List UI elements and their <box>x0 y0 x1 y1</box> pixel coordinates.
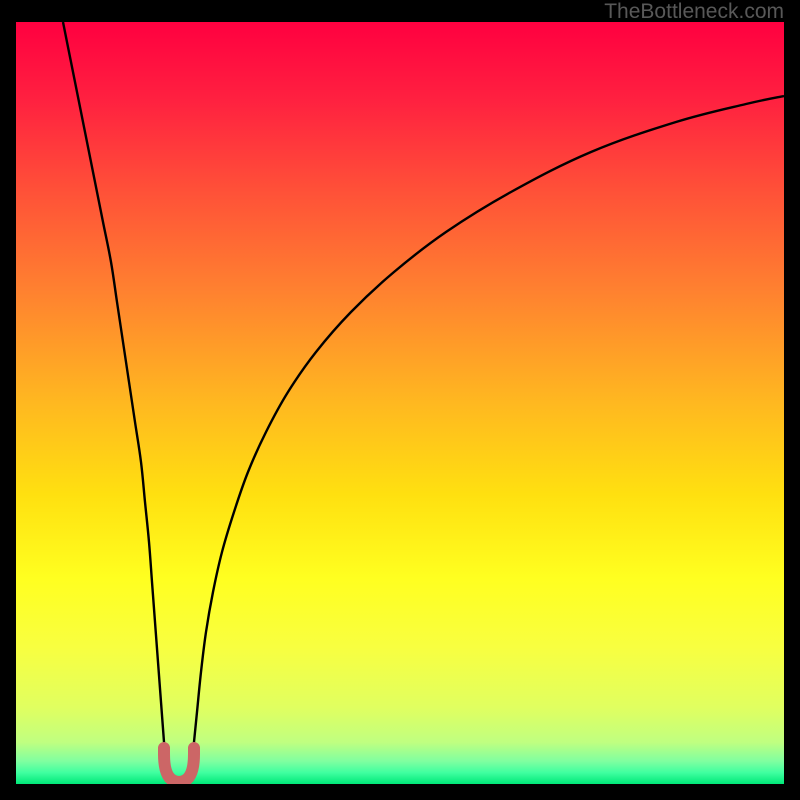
border-bottom <box>0 784 800 800</box>
bottleneck-curve <box>16 22 784 784</box>
watermark-text: TheBottleneck.com <box>604 0 784 24</box>
chart-canvas: TheBottleneck.com <box>0 0 800 800</box>
border-left <box>0 0 16 800</box>
plot-area <box>16 22 784 784</box>
optimal-marker <box>158 742 200 784</box>
border-right <box>784 0 800 800</box>
